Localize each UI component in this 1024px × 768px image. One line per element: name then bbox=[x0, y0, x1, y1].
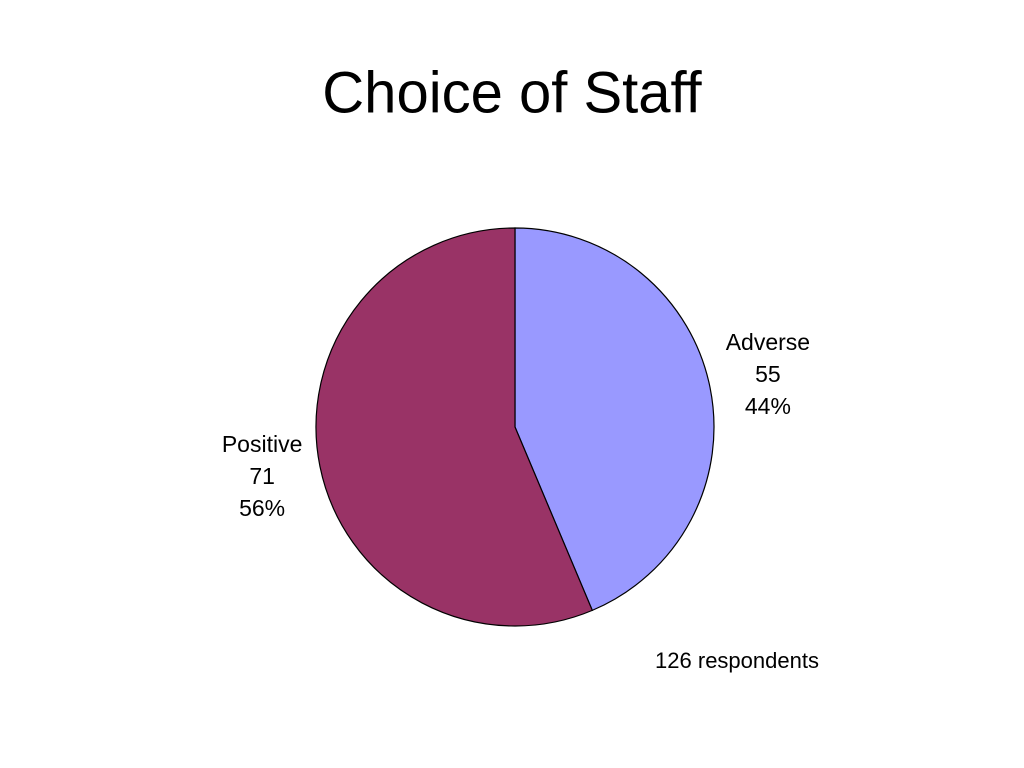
slice-label: Positive bbox=[222, 431, 303, 457]
slice-value: 55 bbox=[755, 361, 781, 387]
chart-title: Choice of Staff bbox=[322, 60, 702, 125]
annotation: 126 respondents bbox=[655, 648, 819, 673]
slice-label: Adverse bbox=[726, 329, 810, 355]
pie-slice bbox=[315, 227, 594, 627]
slice-percent: 56% bbox=[239, 495, 285, 521]
slice-value: 71 bbox=[249, 463, 275, 489]
pie-slice bbox=[514, 227, 715, 612]
slice-percent: 44% bbox=[745, 393, 791, 419]
